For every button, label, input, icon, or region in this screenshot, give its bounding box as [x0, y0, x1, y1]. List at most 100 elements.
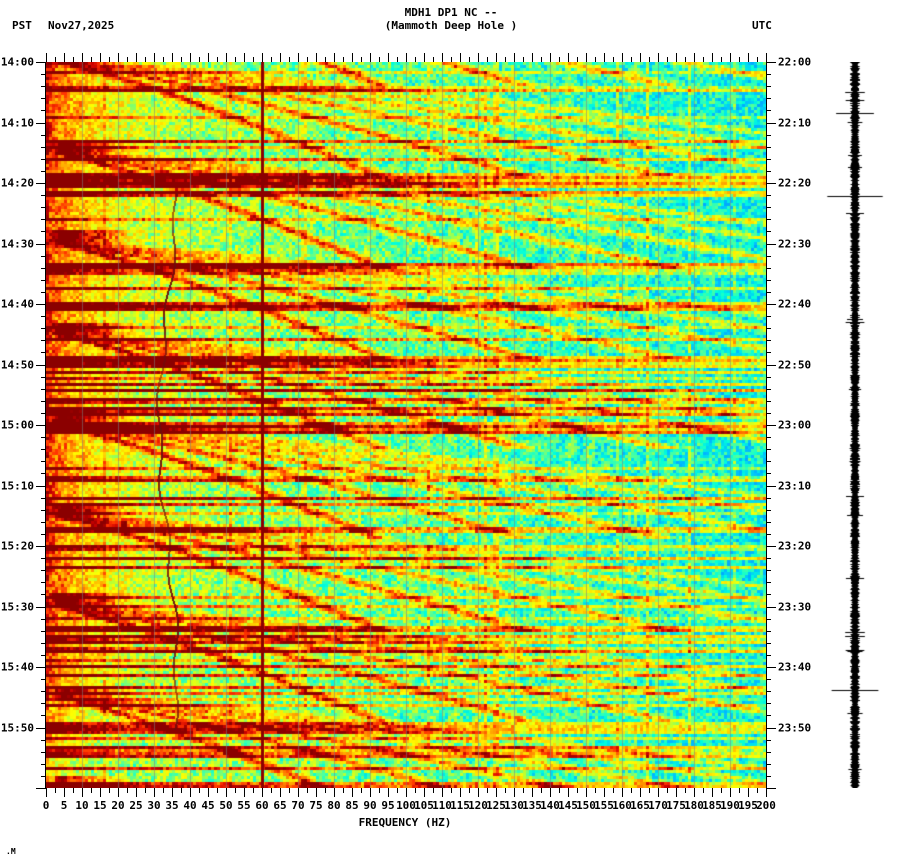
spectrogram-image[interactable]	[46, 62, 766, 788]
axis-tick	[649, 788, 650, 793]
axis-tick	[235, 788, 236, 793]
axis-tick	[577, 788, 578, 793]
axis-tick	[766, 377, 771, 378]
time-label-utc: 23:50	[778, 721, 812, 735]
axis-tick	[451, 788, 452, 793]
axis-tick	[757, 788, 758, 793]
axis-tick	[766, 691, 771, 692]
axis-tick	[262, 53, 263, 62]
axis-tick	[730, 788, 731, 797]
frequency-label: 20	[111, 799, 125, 812]
frequency-label: 5	[60, 799, 68, 812]
axis-tick	[766, 752, 771, 753]
timezone-label-left: PST	[12, 19, 32, 32]
axis-tick	[559, 788, 560, 793]
frequency-label: 105	[414, 799, 434, 812]
axis-tick	[766, 147, 771, 148]
timezone-label-right: UTC	[752, 19, 772, 32]
axis-tick	[352, 788, 353, 797]
axis-tick	[36, 365, 46, 366]
frequency-label: 80	[327, 799, 341, 812]
axis-tick	[100, 788, 101, 797]
axis-tick	[226, 53, 227, 62]
axis-tick	[766, 110, 771, 111]
axis-tick	[766, 715, 771, 716]
axis-tick	[766, 631, 771, 632]
axis-tick	[36, 728, 46, 729]
axis-tick	[658, 53, 659, 62]
axis-tick	[568, 788, 569, 797]
axis-tick	[36, 607, 46, 608]
axis-tick	[379, 788, 380, 793]
axis-tick	[766, 389, 771, 390]
time-label-pst: 15:00	[0, 418, 34, 432]
frequency-label: 120	[468, 799, 488, 812]
axis-tick	[118, 788, 119, 797]
axis-tick	[766, 98, 771, 99]
frequency-axis-title: FREQUENCY (HZ)	[358, 816, 452, 829]
frequency-label: 115	[450, 799, 470, 812]
axis-tick	[766, 231, 771, 232]
time-label-utc: 22:00	[778, 55, 812, 69]
axis-tick	[766, 473, 771, 474]
axis-tick	[82, 53, 83, 62]
frequency-label: 130	[504, 799, 524, 812]
axis-tick	[766, 703, 771, 704]
axis-tick	[487, 788, 488, 793]
frequency-label: 35	[165, 799, 179, 812]
axis-tick	[766, 558, 771, 559]
frequency-label: 45	[201, 799, 215, 812]
axis-tick	[172, 53, 173, 62]
axis-tick	[181, 788, 182, 793]
frequency-label: 15	[93, 799, 107, 812]
axis-tick	[658, 788, 659, 797]
axis-tick	[766, 207, 771, 208]
axis-tick	[766, 582, 771, 583]
axis-tick	[604, 788, 605, 797]
frequency-label: 55	[237, 799, 251, 812]
axis-tick	[199, 788, 200, 793]
station-name-title: (Mammoth Deep Hole )	[384, 19, 518, 32]
axis-tick	[586, 53, 587, 62]
frequency-label: 0	[42, 799, 50, 812]
axis-tick	[244, 53, 245, 62]
axis-tick	[766, 171, 771, 172]
axis-tick	[766, 510, 771, 511]
frequency-label: 10	[75, 799, 89, 812]
axis-tick	[766, 123, 776, 124]
axis-tick	[766, 195, 771, 196]
frequency-label: 190	[720, 799, 740, 812]
axis-tick	[55, 788, 56, 793]
frequency-label: 65	[273, 799, 287, 812]
spectrogram-plot[interactable]: 14:00 14:10 14:20 14:30 14:40 14:50 15:00 15:10…	[1, 53, 811, 812]
axis-tick	[766, 643, 771, 644]
axis-tick	[298, 53, 299, 62]
axis-tick	[478, 53, 479, 62]
axis-tick	[406, 53, 407, 62]
axis-tick	[766, 328, 771, 329]
axis-tick	[766, 340, 771, 341]
axis-tick	[316, 53, 317, 62]
time-label-pst: 15:20	[0, 539, 34, 553]
axis-tick	[622, 53, 623, 62]
axis-tick	[280, 788, 281, 797]
frequency-label: 170	[648, 799, 668, 812]
axis-tick	[154, 53, 155, 62]
axis-tick	[136, 788, 137, 797]
axis-tick	[127, 788, 128, 793]
axis-tick	[442, 53, 443, 62]
axis-tick	[217, 788, 218, 793]
axis-tick	[307, 788, 308, 793]
axis-tick	[766, 62, 776, 63]
axis-tick	[433, 788, 434, 793]
frequency-label: 125	[486, 799, 506, 812]
frequency-label: 180	[684, 799, 704, 812]
axis-tick	[667, 788, 668, 793]
frequency-label: 175	[666, 799, 686, 812]
axis-tick	[36, 667, 46, 668]
axis-tick	[532, 788, 533, 797]
axis-tick	[262, 788, 263, 797]
axis-tick	[766, 280, 771, 281]
axis-tick	[604, 53, 605, 62]
axis-tick	[91, 788, 92, 793]
